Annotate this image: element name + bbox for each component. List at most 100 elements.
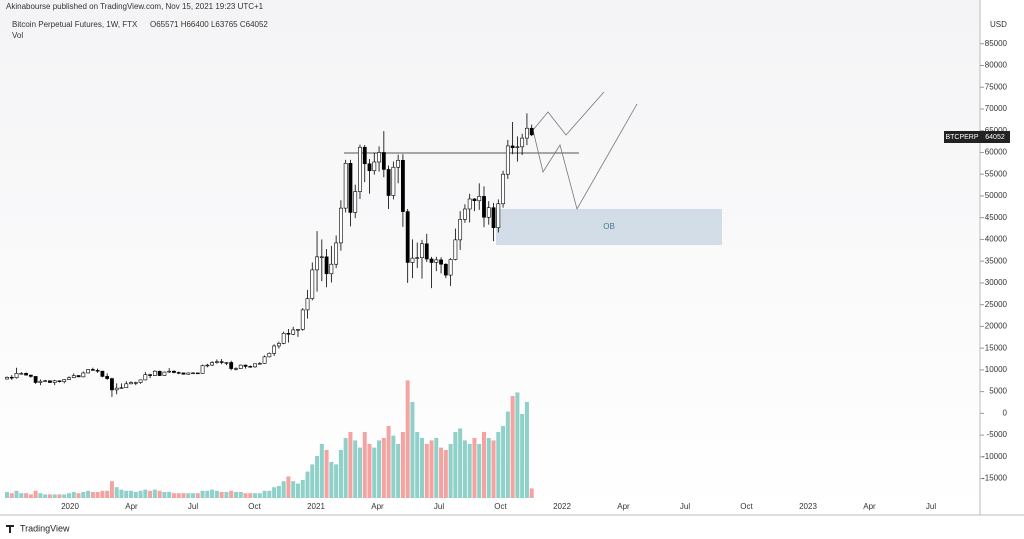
volume-bar — [515, 392, 520, 498]
candle-body — [420, 243, 424, 258]
volume-bar — [295, 483, 300, 498]
candle-body — [362, 146, 367, 165]
candle-body — [405, 211, 410, 263]
y-tick-label: 20000 — [985, 322, 1008, 331]
candle-body — [463, 208, 467, 220]
volume-bar — [171, 493, 176, 498]
volume-bar — [62, 494, 67, 498]
candle-body — [248, 366, 253, 368]
volume-bar — [310, 464, 315, 498]
candle-body — [224, 362, 229, 364]
ohlc: O65571 H66400 L63765 C64052 — [150, 20, 268, 29]
candle-body — [477, 196, 482, 202]
candle-body — [453, 239, 458, 260]
candle-body — [253, 363, 257, 368]
volume-bar — [453, 432, 458, 498]
y-tick-label: 10000 — [985, 365, 1008, 374]
volume-bar — [381, 438, 386, 498]
candle-body — [195, 372, 200, 375]
candle-body — [439, 259, 443, 265]
volume-bar — [253, 493, 258, 498]
volume-bar — [281, 481, 286, 498]
y-tick-label: -15000 — [982, 474, 1007, 483]
candle-body — [157, 370, 162, 376]
y-tick-label: 85000 — [985, 39, 1008, 48]
y-tick-label: 65000 — [985, 126, 1008, 135]
candle-body — [334, 242, 339, 265]
volume-bar — [386, 426, 391, 498]
candle-body — [401, 159, 405, 212]
x-tick-label: Jul — [188, 502, 198, 511]
candle-body — [291, 329, 296, 335]
annotation: OB — [603, 222, 615, 231]
price-tag — [980, 131, 1010, 143]
symbol-label: BTCPERP — [945, 134, 978, 141]
volume-bar — [353, 440, 358, 498]
x-tick-label: Oct — [494, 502, 507, 511]
volume-bar — [90, 492, 95, 498]
candle-body — [272, 345, 277, 354]
candle-body — [205, 364, 210, 367]
candle-body — [296, 329, 300, 331]
volume-bar — [529, 488, 534, 498]
volume-bar — [109, 481, 114, 498]
volume-bar — [186, 493, 191, 498]
y-tick-label: 0 — [1003, 408, 1008, 417]
volume-bar — [200, 490, 205, 498]
volume-bar — [224, 492, 229, 498]
candle-body — [9, 376, 14, 379]
candle-body — [176, 372, 181, 374]
candle-body — [5, 376, 9, 380]
candle-body — [472, 198, 477, 202]
volume-bar — [286, 476, 291, 498]
candle-body — [529, 127, 534, 136]
x-tick-label: 2020 — [61, 502, 79, 511]
candle-body — [467, 198, 472, 210]
volume-bar — [124, 490, 129, 498]
volume-bar — [9, 493, 14, 498]
volume-bar — [429, 440, 434, 498]
volume-bar — [19, 493, 24, 498]
volume-bar — [28, 494, 33, 498]
y-tick-label: 70000 — [985, 104, 1008, 113]
volume-bar — [76, 493, 81, 498]
candle-body — [520, 137, 525, 148]
volume-bar — [305, 471, 310, 498]
volume-bar — [176, 493, 181, 498]
volume-bar — [415, 432, 420, 498]
candle-body — [448, 259, 453, 276]
candle-body — [81, 372, 86, 378]
volume-bar — [167, 492, 172, 498]
volume-bar — [233, 492, 238, 498]
volume-bar — [448, 444, 453, 498]
volume-bar — [133, 492, 138, 498]
x-tick-label: Oct — [740, 502, 753, 511]
candle-body — [38, 380, 43, 383]
candle-body — [86, 369, 90, 374]
volume-bar — [343, 438, 348, 498]
candle-body — [300, 309, 305, 330]
y-tick-label: 60000 — [985, 148, 1008, 157]
volume-bar — [71, 492, 76, 498]
volume-bar — [262, 490, 267, 498]
candle-body — [200, 365, 205, 374]
candle-body — [19, 373, 24, 375]
volume-bar — [472, 438, 477, 498]
candle-body — [434, 259, 439, 263]
y-tick-label: 45000 — [985, 213, 1008, 222]
y-tick-label: 80000 — [985, 61, 1008, 70]
candle-body — [486, 207, 491, 218]
candle-body — [505, 145, 510, 175]
y-tick-label: 15000 — [985, 343, 1008, 352]
candle-body — [28, 374, 33, 377]
candle-body — [210, 362, 215, 366]
candle-body — [114, 387, 119, 391]
volume-bar — [38, 493, 43, 498]
y-tick-label: -10000 — [982, 452, 1007, 461]
candle-body — [43, 380, 48, 382]
volume-bar — [195, 493, 200, 498]
candle-body — [381, 152, 386, 170]
volume-bar — [377, 440, 382, 498]
x-tick-label: Apr — [617, 502, 630, 511]
